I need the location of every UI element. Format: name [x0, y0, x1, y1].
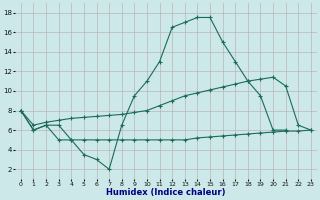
- X-axis label: Humidex (Indice chaleur): Humidex (Indice chaleur): [106, 188, 226, 197]
